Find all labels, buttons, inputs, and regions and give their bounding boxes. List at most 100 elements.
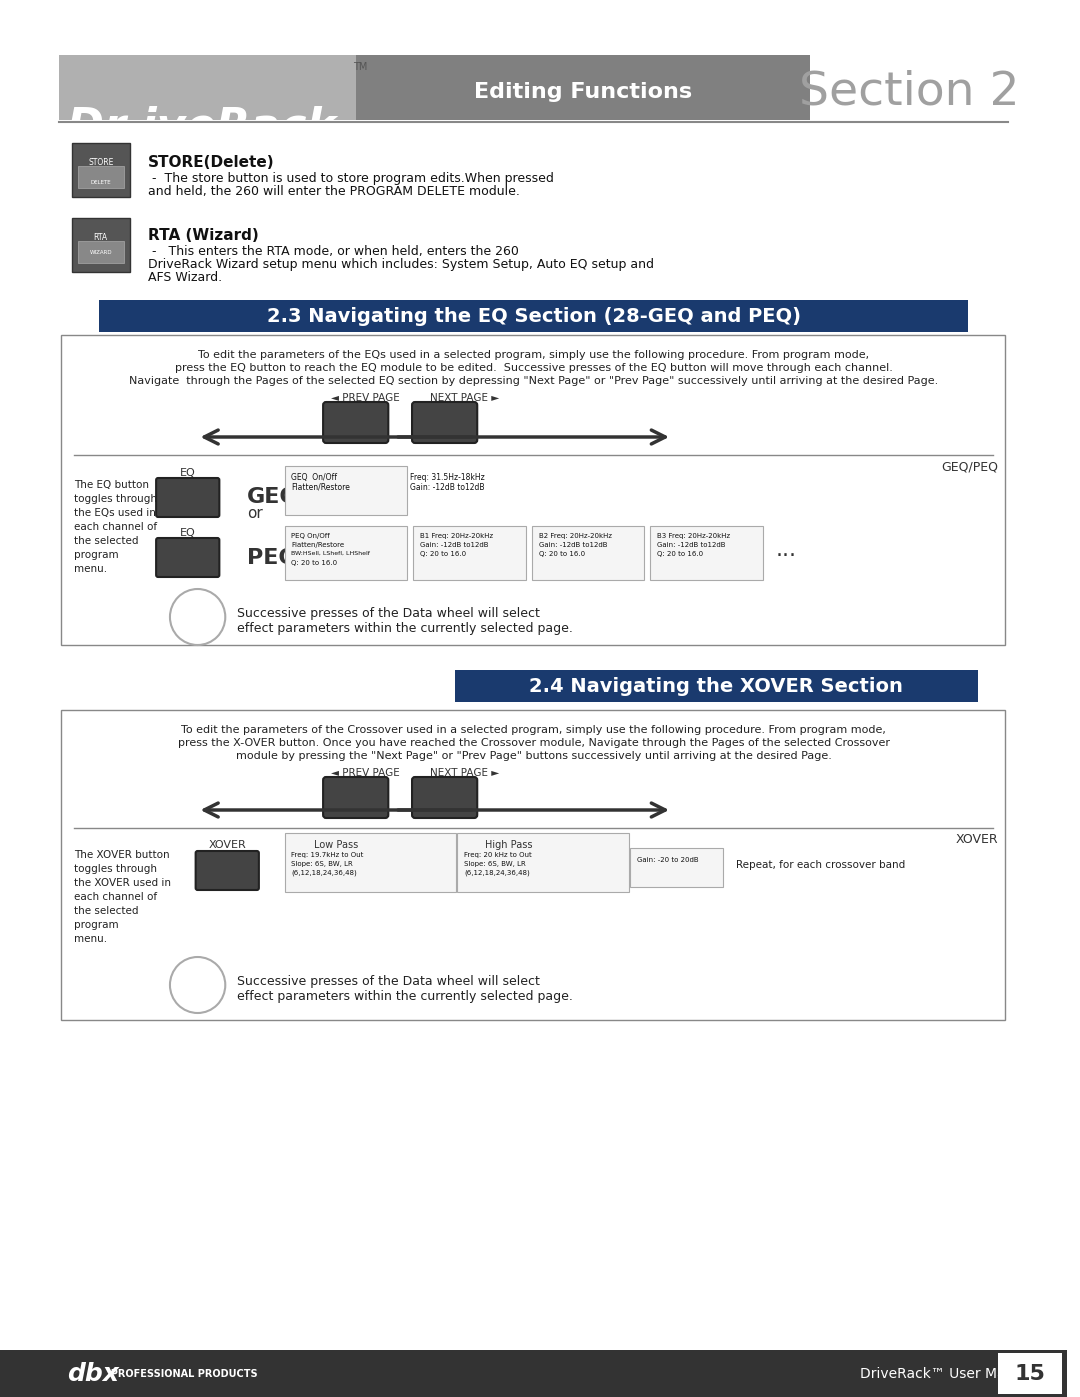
Text: AFS Wizard.: AFS Wizard. xyxy=(148,271,222,284)
FancyBboxPatch shape xyxy=(0,1350,1067,1397)
Text: Q: 20 to 16.0: Q: 20 to 16.0 xyxy=(657,550,703,557)
Text: PEQ On/Off: PEQ On/Off xyxy=(292,534,330,539)
Text: The EQ button
toggles through
the EQs used in
each channel of
the selected
progr: The EQ button toggles through the EQs us… xyxy=(75,481,158,574)
Text: TM: TM xyxy=(353,61,367,73)
Text: Navigate  through the Pages of the selected EQ section by depressing "Next Page": Navigate through the Pages of the select… xyxy=(129,376,939,386)
FancyBboxPatch shape xyxy=(284,833,457,893)
Text: 2.4 Navigating the XOVER Section: 2.4 Navigating the XOVER Section xyxy=(529,676,903,696)
Text: NEXT PAGE ►: NEXT PAGE ► xyxy=(430,393,499,402)
FancyBboxPatch shape xyxy=(413,527,526,580)
Text: Section 2: Section 2 xyxy=(799,70,1020,115)
Text: Gain: -12dB to12dB: Gain: -12dB to12dB xyxy=(657,542,726,548)
Text: Freq: 31.5Hz-18kHz: Freq: 31.5Hz-18kHz xyxy=(410,474,485,482)
Text: module by pressing the "Next Page" or "Prev Page" buttons successively until arr: module by pressing the "Next Page" or "P… xyxy=(235,752,832,761)
Text: Q: 20 to 16.0: Q: 20 to 16.0 xyxy=(292,560,338,566)
Text: To edit the parameters of the Crossover used in a selected program, simply use t: To edit the parameters of the Crossover … xyxy=(181,725,886,735)
FancyBboxPatch shape xyxy=(455,671,978,703)
Text: B2 Freq: 20Hz-20kHz: B2 Freq: 20Hz-20kHz xyxy=(539,534,611,539)
Text: -  The store button is used to store program edits.When pressed: - The store button is used to store prog… xyxy=(148,172,554,184)
Text: Slope: 6S, BW, LR: Slope: 6S, BW, LR xyxy=(292,861,353,868)
FancyBboxPatch shape xyxy=(157,538,219,577)
Text: Slope: 6S, BW, LR: Slope: 6S, BW, LR xyxy=(464,861,526,868)
Text: ...: ... xyxy=(775,541,797,560)
Text: STORE(Delete): STORE(Delete) xyxy=(148,155,274,170)
FancyBboxPatch shape xyxy=(62,335,1004,645)
Text: press the X-OVER button. Once you have reached the Crossover module, Navigate th: press the X-OVER button. Once you have r… xyxy=(177,738,890,747)
Text: EQ: EQ xyxy=(180,528,195,538)
Text: Successive presses of the Data wheel will select
effect parameters within the cu: Successive presses of the Data wheel wil… xyxy=(238,975,573,1003)
Text: DELETE: DELETE xyxy=(91,180,111,186)
FancyBboxPatch shape xyxy=(458,833,630,893)
Text: XOVER: XOVER xyxy=(956,833,998,847)
FancyBboxPatch shape xyxy=(284,467,407,515)
Text: Gain: -12dB to12dB: Gain: -12dB to12dB xyxy=(410,483,485,492)
Text: Gain: -12dB to12dB: Gain: -12dB to12dB xyxy=(420,542,488,548)
FancyBboxPatch shape xyxy=(72,218,131,272)
Text: RTA: RTA xyxy=(94,233,108,242)
Text: PEQ: PEQ xyxy=(247,548,297,569)
FancyBboxPatch shape xyxy=(355,54,810,120)
FancyBboxPatch shape xyxy=(284,527,407,580)
FancyBboxPatch shape xyxy=(78,242,123,263)
Text: Gain: -12dB to12dB: Gain: -12dB to12dB xyxy=(539,542,607,548)
Text: High Pass: High Pass xyxy=(485,840,532,849)
FancyBboxPatch shape xyxy=(650,527,762,580)
Text: -   This enters the RTA mode, or when held, enters the 260: - This enters the RTA mode, or when held… xyxy=(148,244,519,258)
FancyBboxPatch shape xyxy=(323,402,389,443)
FancyBboxPatch shape xyxy=(413,402,477,443)
Text: EQ: EQ xyxy=(180,468,195,478)
Text: XOVER: XOVER xyxy=(208,840,246,849)
FancyBboxPatch shape xyxy=(62,710,1004,1020)
Text: NEXT PAGE ►: NEXT PAGE ► xyxy=(430,768,499,778)
FancyBboxPatch shape xyxy=(195,851,259,890)
Text: Q: 20 to 16.0: Q: 20 to 16.0 xyxy=(539,550,584,557)
Text: GEQ  On/Off: GEQ On/Off xyxy=(292,474,337,482)
FancyBboxPatch shape xyxy=(323,777,389,819)
FancyBboxPatch shape xyxy=(157,478,219,517)
Text: B3 Freq: 20Hz-20kHz: B3 Freq: 20Hz-20kHz xyxy=(657,534,730,539)
Text: Low Pass: Low Pass xyxy=(314,840,359,849)
Text: WIZARD: WIZARD xyxy=(90,250,112,254)
Text: RTA (Wizard): RTA (Wizard) xyxy=(148,228,259,243)
FancyBboxPatch shape xyxy=(59,54,355,120)
Text: The XOVER button
toggles through
the XOVER used in
each channel of
the selected
: The XOVER button toggles through the XOV… xyxy=(75,849,171,944)
Text: Freq: 20 kHz to Out: Freq: 20 kHz to Out xyxy=(464,852,532,858)
Text: PROFESSIONAL PRODUCTS: PROFESSIONAL PRODUCTS xyxy=(104,1369,257,1379)
Text: B1 Freq: 20Hz-20kHz: B1 Freq: 20Hz-20kHz xyxy=(420,534,494,539)
Text: Editing Functions: Editing Functions xyxy=(474,82,692,102)
FancyBboxPatch shape xyxy=(998,1354,1063,1394)
Text: To edit the parameters of the EQs used in a selected program, simply use the fol: To edit the parameters of the EQs used i… xyxy=(198,351,869,360)
Text: and held, the 260 will enter the PROGRAM DELETE module.: and held, the 260 will enter the PROGRAM… xyxy=(148,184,521,198)
FancyBboxPatch shape xyxy=(78,166,123,189)
FancyBboxPatch shape xyxy=(631,848,724,887)
Text: DriveRack™ User Manual: DriveRack™ User Manual xyxy=(860,1368,1036,1382)
Text: ◄ PREV PAGE: ◄ PREV PAGE xyxy=(332,768,400,778)
FancyBboxPatch shape xyxy=(531,527,645,580)
Text: DriveRack Wizard setup menu which includes: System Setup, Auto EQ setup and: DriveRack Wizard setup menu which includ… xyxy=(148,258,654,271)
Circle shape xyxy=(170,957,226,1013)
Text: Gain: -20 to 20dB: Gain: -20 to 20dB xyxy=(637,856,699,863)
Text: ◄ PREV PAGE: ◄ PREV PAGE xyxy=(332,393,400,402)
Text: 15: 15 xyxy=(1014,1363,1045,1384)
Text: Freq: 19.7kHz to Out: Freq: 19.7kHz to Out xyxy=(292,852,364,858)
Text: Flatten/Restore: Flatten/Restore xyxy=(292,483,350,492)
Text: (6,12,18,24,36,48): (6,12,18,24,36,48) xyxy=(292,870,357,876)
Text: GEQ/PEQ: GEQ/PEQ xyxy=(941,460,998,474)
Text: Successive presses of the Data wheel will select
effect parameters within the cu: Successive presses of the Data wheel wil… xyxy=(238,608,573,636)
Text: Flatten/Restore: Flatten/Restore xyxy=(292,542,345,548)
FancyBboxPatch shape xyxy=(72,142,131,197)
Text: Q: 20 to 16.0: Q: 20 to 16.0 xyxy=(420,550,467,557)
Text: or: or xyxy=(247,506,262,521)
Text: 2.3 Navigating the EQ Section (28-GEQ and PEQ): 2.3 Navigating the EQ Section (28-GEQ an… xyxy=(267,306,800,326)
Text: Repeat, for each crossover band: Repeat, for each crossover band xyxy=(737,861,905,870)
FancyBboxPatch shape xyxy=(413,777,477,819)
Text: Dr iveRack: Dr iveRack xyxy=(67,105,336,148)
Circle shape xyxy=(170,590,226,645)
Text: GEQ: GEQ xyxy=(247,488,299,507)
Text: dbx: dbx xyxy=(67,1362,119,1386)
Text: (6,12,18,24,36,48): (6,12,18,24,36,48) xyxy=(464,870,530,876)
Text: press the EQ button to reach the EQ module to be edited.  Successive presses of : press the EQ button to reach the EQ modu… xyxy=(175,363,892,373)
Text: BW:HSell, LShefl, LHShelf: BW:HSell, LShefl, LHShelf xyxy=(292,550,370,556)
Text: STORE: STORE xyxy=(89,158,113,168)
FancyBboxPatch shape xyxy=(98,300,969,332)
